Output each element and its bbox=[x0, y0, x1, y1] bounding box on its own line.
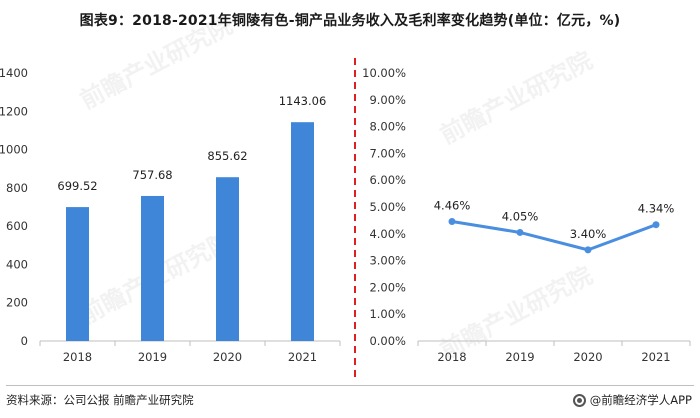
x-tick-label: 2018 bbox=[437, 350, 466, 364]
x-tick-label: 2018 bbox=[63, 350, 92, 364]
bar-value-label: 757.68 bbox=[132, 168, 172, 182]
x-tick-label: 2020 bbox=[573, 350, 602, 364]
point-2021 bbox=[652, 221, 660, 229]
x-tick-label: 2021 bbox=[641, 350, 670, 364]
y-tick-label: 7.00% bbox=[369, 146, 406, 160]
y-tick-label: 1.00% bbox=[369, 307, 406, 321]
bar-2021 bbox=[291, 122, 314, 341]
y-tick-label: 1000 bbox=[0, 143, 28, 157]
x-tick-label: 2021 bbox=[288, 350, 317, 364]
point-2019 bbox=[516, 228, 524, 236]
source-note: 资料来源：公司公报 前瞻产业研究院 bbox=[6, 393, 194, 407]
y-tick-label: 5.00% bbox=[369, 200, 406, 214]
point-2018 bbox=[448, 217, 456, 225]
x-tick-label: 2019 bbox=[505, 350, 534, 364]
point-value-label: 4.05% bbox=[502, 209, 539, 223]
point-value-label: 4.46% bbox=[434, 198, 471, 212]
y-tick-label: 1400 bbox=[0, 66, 28, 80]
y-tick-label: 1200 bbox=[0, 104, 28, 118]
y-tick-label: 8.00% bbox=[369, 120, 406, 134]
line-chart: 0.00% 1.00% 2.00% 3.00% 4.00% 5.00% 6.00% 7.00%… bbox=[362, 66, 691, 364]
bar-2020 bbox=[216, 177, 239, 341]
chart-title: 图表9：2018-2021年铜陵有色-铜产品业务收入及毛利率变化趋势(单位：亿元… bbox=[79, 13, 621, 29]
brand-credit: @前瞻经济学人APP bbox=[572, 392, 692, 408]
bar-2019 bbox=[141, 195, 164, 341]
y-tick-label: 6.00% bbox=[369, 173, 406, 187]
y-tick-label: 10.00% bbox=[362, 66, 406, 80]
y-tick-label: 4.00% bbox=[369, 227, 406, 241]
point-2020 bbox=[584, 246, 592, 254]
y-tick-label: 200 bbox=[6, 296, 28, 310]
brand-text: @前瞻经济学人APP bbox=[589, 393, 692, 407]
bar-2018 bbox=[66, 207, 89, 341]
y-tick-label: 400 bbox=[6, 257, 28, 271]
bar-chart: 0 200 400 600 800 1000 1200 1400 699.52 2018 757.6… bbox=[0, 66, 341, 364]
y-tick-label: 2.00% bbox=[369, 280, 406, 294]
y-tick-label: 800 bbox=[6, 181, 28, 195]
bar-value-label: 1143.06 bbox=[279, 94, 327, 108]
point-value-label: 4.34% bbox=[638, 202, 675, 216]
y-tick-label: 9.00% bbox=[369, 93, 406, 107]
y-tick-label: 0.00% bbox=[369, 334, 406, 348]
margin-line bbox=[451, 219, 657, 252]
y-tick-label: 3.00% bbox=[369, 254, 406, 268]
watermark: 前瞻产业研究院 bbox=[76, 11, 237, 115]
x-tick-label: 2020 bbox=[213, 350, 242, 364]
y-tick-label: 600 bbox=[6, 219, 28, 233]
y-tick-label: 0 bbox=[21, 334, 28, 348]
bar-value-label: 699.52 bbox=[57, 179, 97, 193]
point-value-label: 3.40% bbox=[570, 227, 607, 241]
bar-value-label: 855.62 bbox=[207, 149, 247, 163]
watermark: 前瞻产业研究院 bbox=[436, 46, 597, 150]
x-tick-label: 2019 bbox=[138, 350, 167, 364]
footer-rule bbox=[6, 385, 694, 386]
brand-logo-icon bbox=[572, 393, 586, 407]
